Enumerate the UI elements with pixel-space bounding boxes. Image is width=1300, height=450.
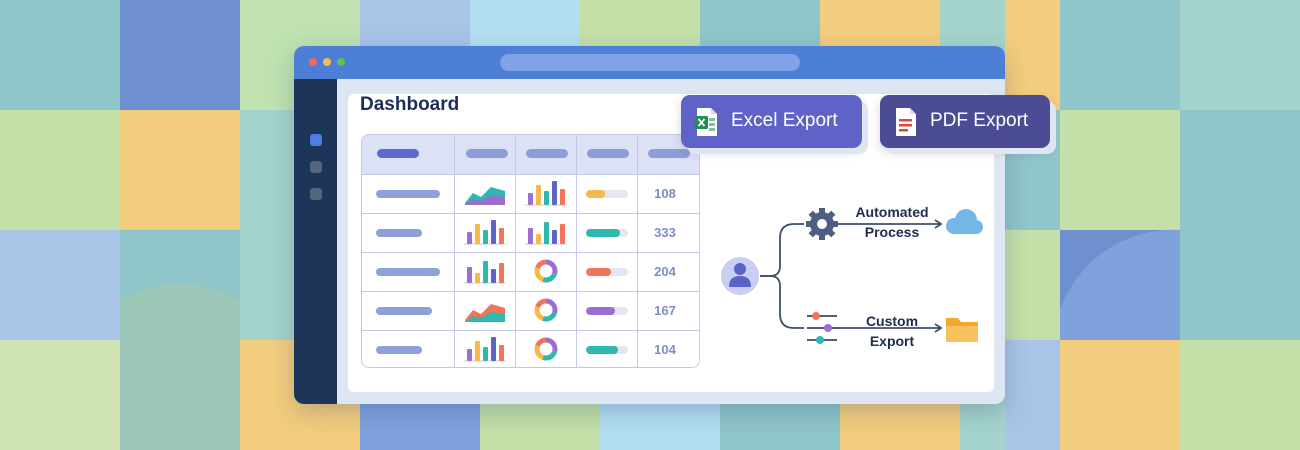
table-row[interactable]: 333 [362, 213, 699, 252]
column-header-2[interactable] [466, 149, 508, 158]
sidebar-item-3[interactable] [310, 188, 322, 200]
bar-chart-icon [464, 261, 506, 284]
excel-export-label: Excel Export [731, 110, 838, 131]
row-chart-cell [463, 257, 507, 290]
folder-icon [946, 318, 978, 342]
address-bar[interactable] [500, 54, 800, 71]
user-icon[interactable] [721, 257, 759, 295]
area-chart-icon [465, 304, 505, 322]
row-chart-cell [463, 179, 507, 212]
automated-process-label: Automated Process [855, 204, 929, 240]
custom-export-label: Custom Export [865, 313, 919, 349]
gear-icon [806, 208, 838, 240]
row-chart-cell [463, 218, 507, 251]
excel-export-button[interactable]: Excel Export [681, 95, 862, 148]
sliders-icon [807, 312, 837, 344]
row-value: 204 [654, 264, 676, 279]
row-value: 167 [654, 303, 676, 318]
progress-fill [586, 346, 618, 354]
row-label [376, 190, 440, 198]
table-row[interactable]: 104 [362, 330, 699, 367]
row-progress-bar [586, 346, 628, 354]
donut-chart-icon [534, 259, 558, 283]
row-label [376, 346, 422, 354]
area-chart-icon [465, 187, 505, 205]
row-value: 333 [654, 225, 676, 240]
minimize-window-button[interactable] [323, 58, 331, 66]
close-window-button[interactable] [309, 58, 317, 66]
table-row[interactable]: 167 [362, 291, 699, 330]
progress-fill [586, 268, 612, 276]
data-table: 108 333 204 167 104 [361, 134, 700, 368]
row-chart-cell [524, 179, 568, 212]
donut-chart-icon [534, 298, 558, 322]
row-progress-bar [586, 307, 628, 315]
row-label [376, 307, 432, 315]
row-progress-bar [586, 229, 628, 237]
row-chart-cell [524, 257, 568, 290]
sidebar [294, 79, 337, 404]
row-label [376, 268, 440, 276]
row-value: 104 [654, 342, 676, 357]
column-header-1[interactable] [377, 149, 419, 158]
sidebar-item-2[interactable] [310, 161, 322, 173]
row-chart-cell [524, 218, 568, 251]
table-header [362, 135, 699, 174]
excel-file-icon [695, 108, 717, 136]
row-chart-cell [463, 335, 507, 367]
column-header-3[interactable] [526, 149, 568, 158]
column-header-5[interactable] [648, 149, 690, 158]
bar-chart-icon [525, 181, 567, 206]
bar-chart-icon [464, 337, 506, 362]
progress-fill [586, 190, 605, 198]
row-chart-cell [524, 335, 568, 367]
pdf-export-label: PDF Export [930, 110, 1029, 131]
row-progress-bar [586, 190, 628, 198]
donut-chart-icon [534, 337, 558, 361]
bar-chart-icon [525, 222, 567, 245]
bar-chart-icon [464, 220, 506, 245]
maximize-window-button[interactable] [337, 58, 345, 66]
row-value: 108 [654, 186, 676, 201]
progress-fill [586, 307, 616, 315]
table-row[interactable]: 204 [362, 252, 699, 291]
export-flow-diagram [721, 208, 983, 344]
progress-fill [586, 229, 620, 237]
row-progress-bar [586, 268, 628, 276]
row-chart-cell [463, 296, 507, 329]
pdf-export-button[interactable]: PDF Export [880, 95, 1050, 148]
column-header-4[interactable] [587, 149, 629, 158]
pdf-file-icon [896, 108, 916, 136]
row-label [376, 229, 422, 237]
cloud-icon [946, 209, 983, 234]
table-row[interactable]: 108 [362, 174, 699, 213]
sidebar-item-1[interactable] [310, 134, 322, 146]
page-title: Dashboard [360, 94, 460, 115]
window-titlebar [294, 46, 1005, 79]
row-chart-cell [524, 296, 568, 329]
